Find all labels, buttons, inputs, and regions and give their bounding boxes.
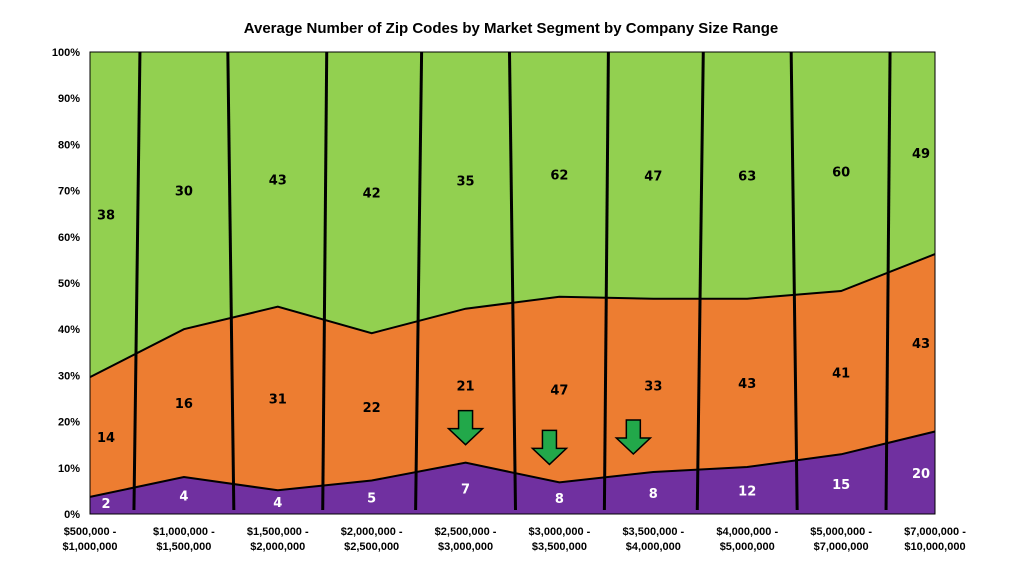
data-labels: 2 4 4 5 7 8 8 12 15 20 14 16 31 22 21 47 33 43 41 43 38 30 43 4… (97, 147, 930, 512)
data-label: 49 (912, 147, 930, 162)
data-label: 63 (738, 169, 756, 184)
y-tick-label: 100% (52, 47, 80, 59)
y-tick-label: 50% (58, 278, 80, 290)
y-tick-label: 90% (58, 93, 80, 105)
y-tick-label: 20% (58, 417, 80, 429)
category-divider (695, 51, 705, 511)
data-label: 8 (649, 487, 658, 502)
data-label: 14 (97, 431, 115, 446)
y-tick-label: 40% (58, 324, 80, 336)
category-divider (789, 51, 799, 511)
data-label: 12 (738, 485, 756, 500)
category-divider (884, 51, 892, 511)
series-boundary-line (89, 430, 936, 498)
data-label: 62 (550, 168, 568, 183)
y-tick-label: 10% (58, 463, 80, 475)
plot-frame (89, 51, 936, 515)
x-axis: $500,000 -$1,000,000 $1,000,000 -$1,500,0… (62, 526, 966, 553)
x-tick-label: $3,500,000 -$4,000,000 (622, 526, 684, 553)
x-tick-label: $1,000,000 -$1,500,000 (153, 526, 215, 553)
chart-title: Average Number of Zip Codes by Market Se… (244, 20, 779, 37)
data-label: 7 (461, 482, 470, 497)
x-tick-label: $5,000,000 -$7,000,000 (810, 526, 872, 553)
data-label: 42 (363, 187, 381, 202)
data-label: 60 (832, 166, 850, 181)
data-label: 47 (644, 169, 662, 184)
data-label: 41 (832, 367, 850, 382)
y-tick-label: 60% (58, 232, 80, 244)
data-label: 33 (644, 379, 662, 394)
x-tick-label: $4,000,000 -$5,000,000 (716, 526, 778, 553)
category-divider (508, 51, 517, 511)
y-tick-label: 80% (58, 139, 80, 151)
data-label: 35 (457, 174, 475, 189)
data-label: 47 (550, 384, 568, 399)
x-tick-label: $3,000,000 -$3,500,000 (529, 526, 591, 553)
data-label: 15 (832, 478, 850, 493)
category-divider (414, 51, 424, 511)
data-label: 2 (101, 497, 110, 512)
data-label: 30 (175, 185, 193, 200)
x-tick-label: $500,000 -$1,000,000 (62, 526, 117, 553)
x-tick-label: $7,000,000 -$10,000,000 (904, 526, 966, 553)
category-dividers (132, 51, 892, 511)
category-divider (132, 51, 142, 511)
data-label: 8 (555, 492, 564, 507)
down-arrow-icon (530, 429, 569, 466)
category-divider (321, 51, 329, 511)
data-label: 38 (97, 209, 115, 224)
data-label: 43 (912, 337, 930, 352)
y-axis: 0% 10% 20% 30% 40% 50% 60% 70% 80% 90% 100% (52, 47, 80, 521)
category-divider (602, 51, 610, 511)
down-arrow-icon (614, 419, 653, 456)
data-label: 20 (912, 467, 930, 482)
x-tick-label: $2,500,000 -$3,000,000 (435, 526, 497, 553)
data-label: 31 (269, 393, 287, 408)
data-label: 16 (175, 397, 193, 412)
down-arrow-icon (446, 409, 485, 446)
data-label: 21 (457, 380, 475, 395)
data-label: 4 (273, 496, 282, 511)
data-label: 43 (738, 377, 756, 392)
data-label: 5 (367, 491, 376, 506)
data-label: 4 (179, 490, 188, 505)
data-label: 22 (363, 401, 381, 416)
x-tick-label: $1,500,000 -$2,000,000 (247, 526, 309, 553)
y-tick-label: 70% (58, 186, 80, 198)
x-tick-label: $2,000,000 -$2,500,000 (341, 526, 403, 553)
y-tick-label: 0% (64, 509, 80, 521)
data-label: 43 (269, 173, 287, 188)
category-divider (226, 51, 236, 511)
annotation-arrows (446, 409, 653, 466)
y-tick-label: 30% (58, 370, 80, 382)
